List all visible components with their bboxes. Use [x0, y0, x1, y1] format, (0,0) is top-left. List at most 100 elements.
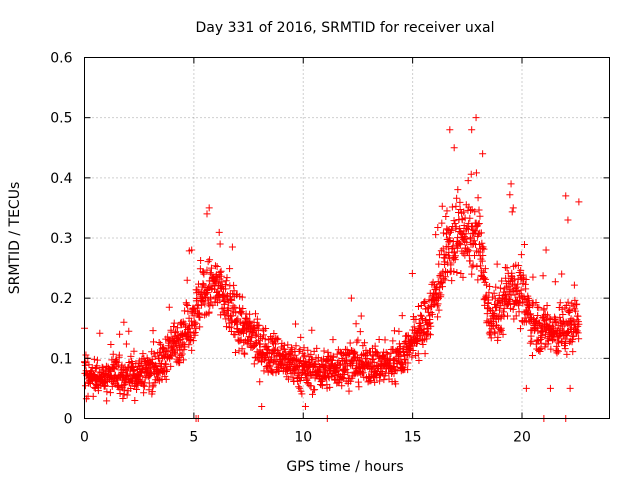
data-point	[448, 203, 456, 211]
data-point	[176, 358, 184, 366]
data-point	[474, 194, 482, 202]
data-point	[473, 262, 481, 270]
data-point	[297, 333, 305, 341]
data-point	[528, 337, 536, 345]
data-point	[547, 345, 555, 353]
data-point	[82, 359, 90, 367]
data-point	[205, 204, 213, 212]
data-point	[468, 126, 476, 134]
data-point	[224, 306, 232, 314]
data-point	[347, 294, 355, 302]
x-tick-label: 20	[513, 430, 531, 446]
data-point	[459, 273, 467, 281]
data-point	[338, 382, 346, 390]
data-point	[404, 366, 412, 374]
data-point	[506, 297, 514, 305]
data-point	[467, 170, 475, 178]
data-point	[434, 224, 442, 232]
data-point	[255, 336, 263, 344]
data-point	[213, 263, 221, 271]
data-point	[522, 285, 530, 293]
data-point	[297, 374, 305, 382]
data-point	[301, 351, 309, 359]
data-point	[238, 345, 246, 353]
data-point	[185, 341, 193, 349]
data-point	[520, 240, 528, 248]
data-point	[509, 204, 517, 212]
data-point	[478, 239, 486, 247]
y-tick-label: 0.1	[50, 351, 72, 367]
data-point	[382, 349, 390, 357]
data-points	[81, 114, 583, 422]
data-point	[569, 316, 577, 324]
data-point	[457, 270, 465, 278]
data-point	[556, 313, 564, 321]
data-point	[439, 229, 447, 237]
data-point	[423, 305, 431, 313]
data-point	[351, 348, 359, 356]
data-point	[516, 325, 524, 333]
data-point	[203, 210, 211, 218]
y-tick-label: 0.6	[50, 51, 72, 67]
data-point	[357, 357, 365, 365]
data-point	[455, 239, 463, 247]
data-point	[534, 312, 542, 320]
data-point	[450, 217, 458, 225]
data-point	[486, 282, 494, 290]
data-point	[292, 320, 300, 328]
data-point	[453, 194, 461, 202]
data-point	[464, 225, 472, 233]
data-point	[105, 367, 113, 375]
data-point	[474, 276, 482, 284]
data-point	[571, 296, 579, 304]
data-point	[233, 316, 241, 324]
data-point	[149, 327, 157, 335]
data-point	[466, 214, 474, 222]
data-point	[177, 351, 185, 359]
data-point	[122, 340, 130, 348]
data-point	[197, 257, 205, 265]
data-point	[130, 347, 138, 355]
data-point	[298, 390, 306, 398]
data-point	[308, 355, 316, 363]
data-point	[183, 276, 191, 284]
data-point	[200, 270, 208, 278]
data-point	[272, 340, 280, 348]
data-point	[163, 366, 171, 374]
data-point	[359, 342, 367, 350]
data-point	[472, 169, 480, 177]
data-point	[194, 280, 202, 288]
data-point	[395, 327, 403, 335]
data-point	[390, 370, 398, 378]
data-point	[448, 277, 456, 285]
data-point	[151, 352, 159, 360]
data-point	[216, 240, 224, 248]
data-point	[536, 320, 544, 328]
data-point	[238, 293, 246, 301]
data-point	[485, 305, 493, 313]
data-point	[562, 302, 570, 310]
data-point	[115, 351, 123, 359]
data-point	[326, 383, 334, 391]
data-point	[120, 318, 128, 326]
data-point	[575, 335, 583, 343]
data-point	[308, 326, 316, 334]
data-point	[452, 202, 460, 210]
data-point	[391, 366, 399, 374]
data-point	[551, 278, 559, 286]
data-point	[417, 311, 425, 319]
data-point	[493, 260, 501, 268]
data-point	[184, 301, 192, 309]
data-point	[484, 296, 492, 304]
data-point	[572, 307, 580, 315]
data-point	[562, 192, 570, 200]
data-point	[397, 352, 405, 360]
data-point	[564, 307, 572, 315]
data-point	[432, 231, 440, 239]
data-point	[302, 357, 310, 365]
data-point	[439, 283, 447, 291]
data-point	[443, 207, 451, 215]
data-point	[172, 328, 180, 336]
data-point	[504, 312, 512, 320]
data-point	[452, 223, 460, 231]
